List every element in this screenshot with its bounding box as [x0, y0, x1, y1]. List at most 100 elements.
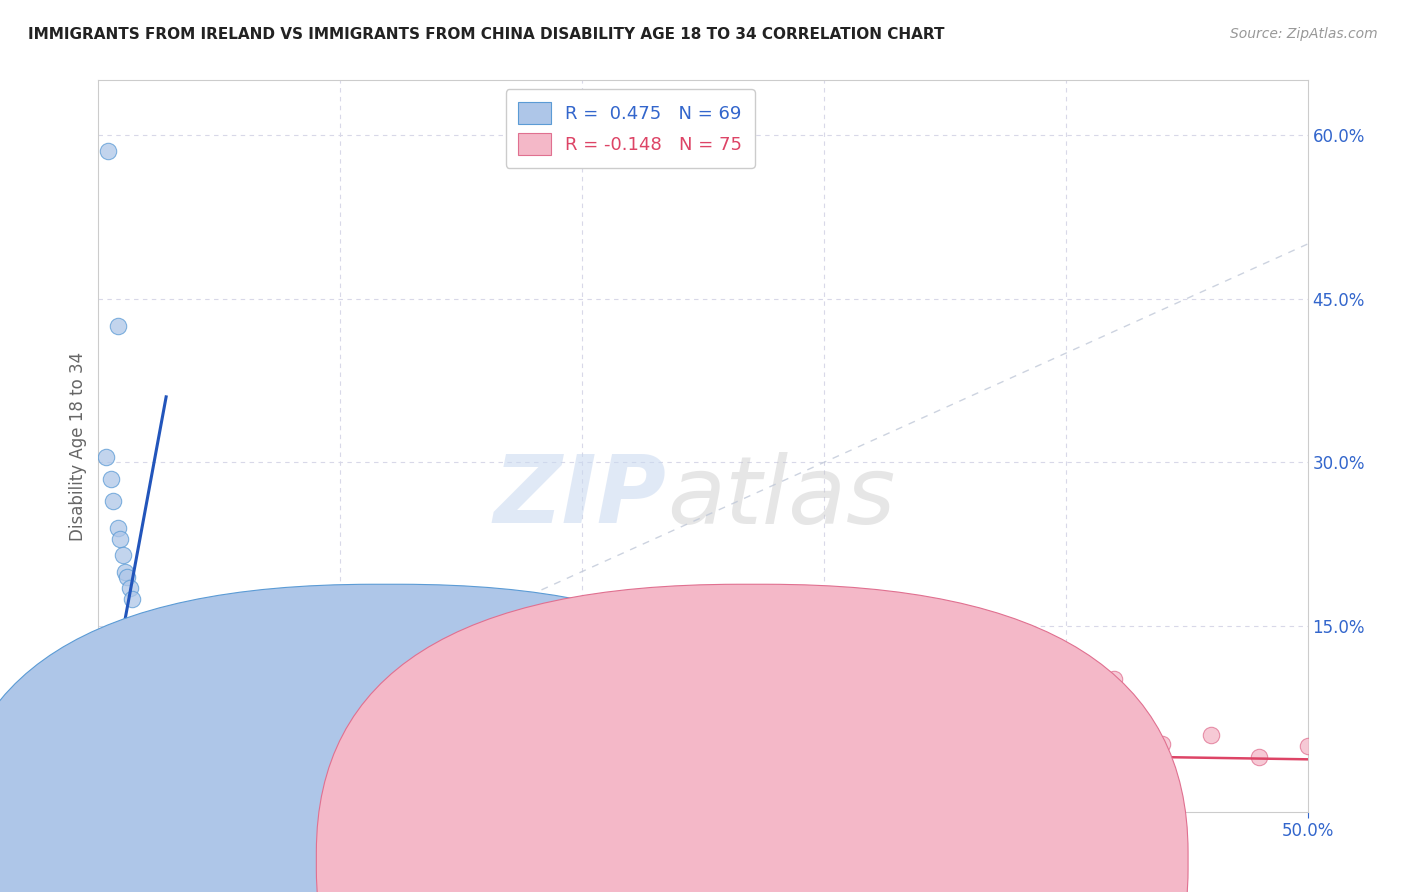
Point	[148, 750, 170, 764]
Point	[143, 690, 166, 704]
Point	[104, 739, 127, 754]
Point	[91, 728, 114, 742]
Point	[208, 750, 231, 764]
Point	[131, 749, 153, 764]
Point	[329, 684, 352, 698]
Point	[167, 673, 190, 688]
Point	[114, 717, 136, 731]
Point	[118, 684, 141, 698]
Point	[104, 723, 127, 737]
Legend: R =  0.475   N = 69, R = -0.148   N = 75: R = 0.475 N = 69, R = -0.148 N = 75	[506, 89, 755, 168]
Point	[124, 745, 146, 759]
Point	[148, 684, 170, 698]
Point	[148, 657, 170, 672]
Text: Immigrants from China: Immigrants from China	[728, 852, 920, 870]
Point	[101, 493, 124, 508]
Point	[135, 747, 157, 762]
Point	[104, 743, 127, 757]
Point	[174, 668, 197, 682]
Point	[118, 581, 141, 595]
Point	[402, 704, 425, 718]
Point	[256, 755, 278, 769]
Point	[595, 690, 617, 704]
Point	[101, 723, 124, 737]
Point	[281, 747, 304, 762]
Point	[160, 750, 183, 764]
Point	[117, 570, 139, 584]
Point	[108, 701, 131, 715]
Point	[94, 450, 117, 464]
Y-axis label: Disability Age 18 to 34: Disability Age 18 to 34	[69, 351, 87, 541]
Point	[114, 746, 136, 760]
Point	[148, 750, 170, 764]
Text: Source: ZipAtlas.com: Source: ZipAtlas.com	[1230, 27, 1378, 41]
Text: ZIP: ZIP	[494, 451, 666, 543]
Point	[1054, 660, 1077, 674]
Point	[160, 750, 183, 764]
Point	[426, 706, 449, 721]
Point	[121, 747, 143, 762]
Point	[121, 591, 143, 606]
Point	[118, 747, 141, 761]
Point	[107, 318, 129, 333]
Point	[619, 712, 641, 726]
Point	[94, 728, 117, 742]
Point	[1199, 728, 1222, 742]
Point	[91, 717, 114, 731]
Point	[305, 698, 328, 712]
Point	[141, 652, 163, 666]
Point	[221, 752, 243, 766]
Point	[474, 693, 496, 707]
Point	[100, 712, 122, 726]
Point	[94, 741, 117, 756]
Point	[94, 717, 117, 731]
Point	[107, 521, 129, 535]
Point	[107, 743, 129, 757]
Point	[450, 708, 472, 723]
Point	[740, 690, 762, 704]
Point	[292, 752, 315, 766]
Point	[184, 752, 207, 766]
Point	[152, 682, 174, 697]
Point	[124, 708, 146, 723]
Point	[111, 745, 134, 759]
Point	[117, 652, 139, 666]
Point	[644, 723, 666, 737]
Point	[117, 690, 139, 704]
Point	[377, 690, 399, 704]
Point	[668, 673, 690, 688]
Point	[155, 665, 177, 679]
Point	[184, 684, 207, 698]
Point	[813, 712, 835, 726]
Point	[1296, 739, 1319, 754]
Point	[765, 704, 787, 718]
Point	[172, 679, 194, 693]
Point	[94, 733, 117, 747]
Point	[111, 548, 134, 562]
Point	[100, 472, 122, 486]
Point	[138, 696, 160, 710]
Point	[117, 746, 139, 760]
Point	[135, 750, 157, 764]
Point	[160, 679, 183, 693]
Point	[124, 747, 146, 762]
Point	[111, 741, 134, 756]
Point	[127, 747, 149, 762]
Point	[1152, 737, 1174, 751]
Point	[118, 714, 141, 728]
Point	[135, 698, 157, 712]
Point	[100, 737, 122, 751]
Point	[131, 663, 153, 677]
Point	[316, 723, 339, 737]
Point	[195, 750, 218, 764]
Point	[127, 677, 149, 691]
Text: atlas: atlas	[666, 451, 896, 542]
Point	[114, 693, 136, 707]
Point	[100, 739, 122, 754]
Point	[127, 706, 149, 721]
Point	[97, 741, 120, 756]
Point	[1007, 741, 1029, 756]
Point	[245, 755, 267, 769]
Point	[134, 750, 156, 764]
Point	[108, 532, 131, 546]
